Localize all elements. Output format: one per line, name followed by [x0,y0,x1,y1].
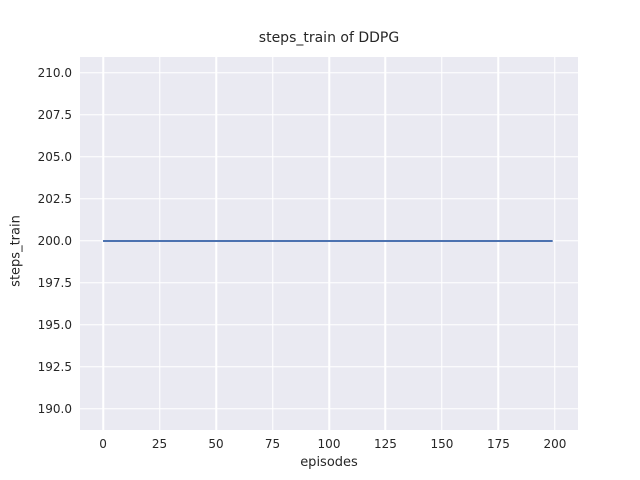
y-tick-label: 190.0 [37,401,72,416]
y-tick-label: 192.5 [37,359,72,374]
x-tick-label: 50 [208,437,224,451]
gridline-vertical [271,57,274,430]
x-tick-label: 200 [543,437,567,451]
gridline-vertical [328,57,330,430]
x-axis-label: episodes [300,455,358,470]
y-tick-label: 202.5 [37,191,72,206]
gridline-vertical [441,57,443,430]
x-tick-label: 0 [99,437,107,451]
gridline-horizontal [80,156,578,158]
series-layer [103,239,553,242]
x-tick-label: 175 [487,437,510,451]
gridline-vertical [158,57,161,430]
y-axis-label: steps_train [8,215,24,287]
x-tick-label: 100 [317,437,341,451]
gridline-horizontal [80,408,578,410]
chart-title: steps_train of DDPG [258,30,400,46]
gridline-vertical [554,57,556,430]
gridline-horizontal [80,282,578,284]
y-tick-label: 210.0 [37,65,72,80]
gridline-horizontal [80,72,578,74]
y-tick-label: 200.0 [37,233,72,248]
gridline-vertical [497,57,500,430]
x-tick-label: 75 [264,437,281,451]
gridline-horizontal [80,198,578,200]
plot-area: 0 25 50 75 100 125 150 175 200 190.0 192.5 195.0 197… [38,57,578,451]
gridline-vertical [384,57,387,430]
gridline-vertical [215,57,217,430]
gridline-horizontal [80,114,578,116]
y-tick-label: 205.0 [37,149,72,164]
gridline-horizontal [80,324,578,326]
x-tick-label: 150 [430,437,454,451]
y-tick-label: 195.0 [37,317,72,332]
y-tick-label: 207.5 [37,107,72,122]
y-tick-label: 197.5 [37,275,72,290]
x-tick-label: 25 [151,437,168,451]
x-tick-label: 125 [374,437,397,451]
gridline-horizontal [80,366,578,368]
gridline-vertical [102,57,104,430]
